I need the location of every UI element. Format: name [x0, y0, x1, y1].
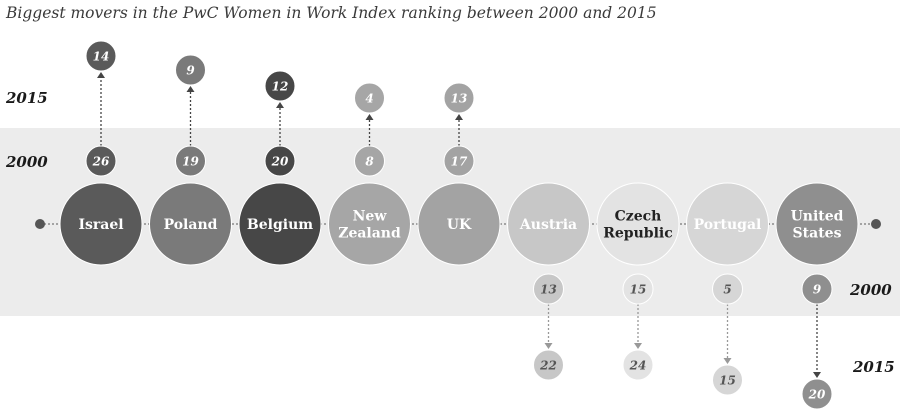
country-label-united-states-2: States: [793, 226, 842, 242]
rank-2000-label-belgium: 20: [271, 155, 289, 169]
rank-2015-label-austria: 22: [539, 359, 557, 373]
rank-2015-label-portugal: 15: [719, 374, 736, 388]
country-bubble-poland: [149, 182, 232, 266]
axis-end-dot: [871, 219, 881, 229]
arrow-head-belgium: [276, 102, 284, 108]
year-label-2000-top: 2000: [6, 153, 48, 171]
rank-2015-label-czech-republic: 24: [629, 359, 647, 373]
arrow-head-united-states: [813, 372, 821, 378]
arrow-head-israel: [97, 72, 105, 78]
year-label-2000-bottom: 2000: [850, 281, 892, 299]
arrow-head-austria: [544, 343, 553, 349]
country-bubble-united-states: [775, 182, 859, 266]
year-label-2015-top: 2015: [6, 89, 48, 107]
rank-2015-label-belgium: 12: [272, 80, 289, 94]
rank-2015-label-poland: 9: [186, 64, 195, 78]
rank-2000-bubble-portugal: [712, 273, 743, 305]
rank-2000-label-united-states: 9: [813, 283, 822, 297]
rank-2015-bubble-portugal: [712, 364, 743, 396]
country-label-uk: UK: [447, 217, 472, 233]
rank-2015-label-new-zealand: 4: [365, 92, 373, 106]
country-bubble-uk: [417, 182, 501, 266]
arrow-head-portugal: [723, 358, 732, 364]
rank-2000-bubble-czech-republic: [622, 273, 654, 305]
rank-2000-label-czech-republic: 15: [630, 283, 647, 297]
country-bubble-austria: [507, 182, 590, 266]
rank-2000-bubble-austria: [533, 273, 564, 305]
country-bubble-portugal: [686, 182, 769, 266]
rank-2000-bubble-new-zealand: [354, 145, 385, 177]
rank-2000-label-israel: 26: [92, 155, 110, 169]
country-label-portugal: Portugal: [694, 217, 762, 233]
rank-2000-label-poland: 19: [182, 155, 199, 169]
rank-2015-bubble-israel: [85, 40, 117, 72]
arrow-head-poland: [186, 86, 195, 92]
rank-2015-bubble-new-zealand: [354, 82, 385, 114]
rank-2000-label-austria: 13: [540, 283, 557, 297]
rank-2015-bubble-austria: [533, 349, 564, 381]
country-label-united-states-1: United: [791, 209, 844, 225]
rank-2000-label-uk: 17: [451, 155, 468, 169]
rank-2015-bubble-belgium: [264, 70, 296, 102]
rank-2000-label-portugal: 5: [723, 283, 731, 297]
country-bubble-new-zealand: [328, 182, 411, 266]
rank-2015-label-uk: 13: [451, 92, 468, 106]
arrow-head-czech-republic: [634, 343, 642, 349]
country-label-poland: Poland: [164, 217, 218, 233]
rank-2015-bubble-czech-republic: [622, 349, 654, 381]
rank-2015-bubble-united-states: [801, 378, 833, 410]
rank-2000-bubble-israel: [85, 145, 117, 177]
country-label-new-zealand-2: Zealand: [338, 226, 401, 242]
arrow-head-new-zealand: [365, 114, 374, 120]
rank-2015-bubble-poland: [175, 54, 206, 86]
country-label-czech-republic-1: Czech: [615, 209, 662, 225]
rank-2015-label-israel: 14: [93, 50, 110, 64]
rank-2015-bubble-uk: [443, 82, 475, 114]
rank-2000-bubble-united-states: [801, 273, 833, 305]
chart-title: Biggest movers in the PwC Women in Work …: [6, 4, 657, 22]
arrow-head-uk: [455, 114, 463, 120]
country-label-belgium: Belgium: [247, 217, 313, 233]
rank-2015-label-united-states: 20: [808, 388, 826, 402]
country-label-austria: Austria: [519, 217, 577, 233]
country-bubble-belgium: [238, 182, 322, 266]
rank-2000-bubble-poland: [175, 145, 206, 177]
year-label-2015-bottom: 2015: [853, 358, 895, 376]
country-label-new-zealand-1: New: [353, 209, 388, 225]
country-label-czech-republic-2: Republic: [603, 226, 672, 242]
rank-2000-bubble-uk: [443, 145, 475, 177]
rank-2000-bubble-belgium: [264, 145, 296, 177]
country-bubble-czech-republic: [596, 182, 680, 266]
axis-start-dot: [35, 219, 45, 229]
country-bubble-israel: [59, 182, 143, 266]
rank-2000-label-new-zealand: 8: [365, 155, 374, 169]
country-label-israel: Israel: [78, 217, 123, 233]
